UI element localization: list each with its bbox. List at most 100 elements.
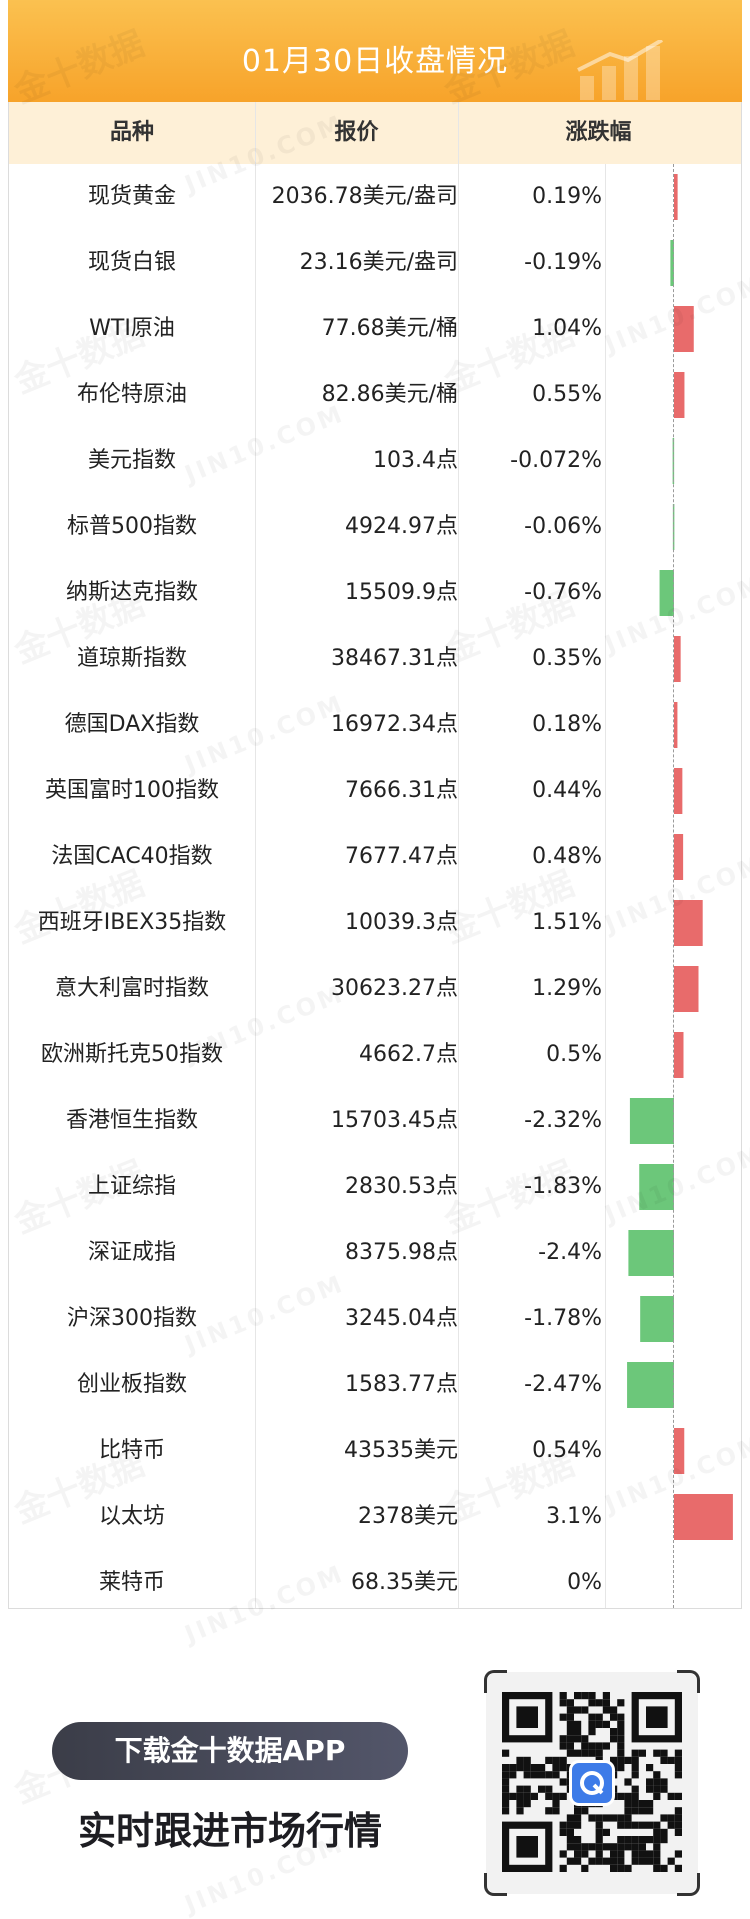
instrument-change: -2.4% [538,1240,602,1265]
instrument-name: 纳斯达克指数 [65,580,198,605]
instrument-price: 3245.04点 [345,1306,458,1331]
instrument-change: -1.83% [524,1174,602,1199]
change-bar [670,240,674,286]
instrument-price: 23.16美元/盎司 [299,250,458,275]
instrument-price: 2378美元 [358,1504,458,1529]
table-row: 欧洲斯托克50指数 4662.7点 0.5% [9,1022,741,1088]
instrument-name: 创业板指数 [76,1372,187,1397]
instrument-change: 0.5% [546,1042,602,1067]
instrument-price: 38467.31点 [331,646,458,671]
column-divider [605,164,606,1608]
instrument-price: 10039.3点 [345,910,458,935]
table-row: 标普500指数 4924.97点 -0.06% [9,494,741,560]
instrument-name: 欧洲斯托克50指数 [41,1042,223,1067]
table-row: 沪深300指数 3245.04点 -1.78% [9,1286,741,1352]
download-app-badge[interactable]: 下载金十数据APP [52,1722,408,1780]
instrument-name: 香港恒生指数 [65,1108,198,1133]
instrument-price: 82.86美元/桶 [321,382,458,407]
instrument-name: 上证综指 [87,1174,176,1199]
instrument-change: 0.19% [532,184,602,209]
instrument-change: 1.04% [532,316,602,341]
instrument-name: 现货黄金 [87,184,176,209]
instrument-change: -2.32% [524,1108,602,1133]
app-logo-icon [569,1760,615,1806]
instrument-change: 1.51% [532,910,602,935]
instrument-name: 美元指数 [87,448,176,473]
change-bar [640,1296,674,1342]
instrument-change: -2.47% [524,1372,602,1397]
instrument-name: 比特币 [98,1438,165,1463]
table-row: 德国DAX指数 16972.34点 0.18% [9,692,741,758]
change-bar [674,966,699,1012]
instrument-price: 8375.98点 [345,1240,458,1265]
instrument-price: 15703.45点 [331,1108,458,1133]
growth-chart-icon [577,40,664,100]
table-row: 以太坊 2378美元 3.1% [9,1484,741,1550]
instrument-change: 0% [567,1570,602,1595]
instrument-price: 2830.53点 [345,1174,458,1199]
instrument-change: -0.19% [524,250,602,275]
instrument-change: 1.29% [532,976,602,1001]
instrument-price: 15509.9点 [345,580,458,605]
table-row: 上证综指 2830.53点 -1.83% [9,1154,741,1220]
instrument-change: 0.18% [532,712,602,737]
instrument-change: 0.44% [532,778,602,803]
table-row: 纳斯达克指数 15509.9点 -0.76% [9,560,741,626]
instrument-price: 7677.47点 [345,844,458,869]
table-row: 道琼斯指数 38467.31点 0.35% [9,626,741,692]
instrument-name: WTI原油 [89,316,175,341]
table-row: 香港恒生指数 15703.45点 -2.32% [9,1088,741,1154]
change-bar [627,1362,674,1408]
instrument-change: 0.54% [532,1438,602,1463]
instrument-change: 0.48% [532,844,602,869]
instrument-name: 沪深300指数 [67,1306,197,1331]
change-bar [674,834,684,880]
header-banner: 01月30日收盘情况 [8,0,742,102]
instrument-price: 16972.34点 [331,712,458,737]
qr-frame-corner [484,1670,507,1693]
instrument-change: 3.1% [546,1504,602,1529]
change-bar [674,702,678,748]
change-bar [674,900,703,946]
change-bar [674,174,678,220]
change-bar [659,570,674,616]
table-header: 品种 报价 涨跌幅 [9,102,741,164]
table-row: 现货黄金 2036.78美元/盎司 0.19% [9,164,741,230]
table-row: 美元指数 103.4点 -0.072% [9,428,741,494]
change-bar [674,1032,684,1078]
change-bar [628,1230,674,1276]
instrument-name: 以太坊 [98,1504,165,1529]
change-bar [674,372,685,418]
change-bar [639,1164,674,1210]
column-divider [255,102,256,1608]
qr-frame-corner [677,1873,700,1896]
qr-code[interactable] [484,1670,700,1896]
instrument-name: 法国CAC40指数 [51,844,213,869]
zero-axis-line [673,164,674,1608]
instrument-name: 道琼斯指数 [76,646,187,671]
column-divider [458,102,459,1608]
quote-table: 品种 报价 涨跌幅 现货黄金 2036.78美元/盎司 0.19% 现货白银 23.16… [8,102,742,1609]
change-bar [674,636,681,682]
instrument-price: 7666.31点 [345,778,458,803]
table-row: 法国CAC40指数 7677.47点 0.48% [9,824,741,890]
instrument-name: 布伦特原油 [76,382,187,407]
page-title: 01月30日收盘情况 [241,44,509,79]
table-row: 创业板指数 1583.77点 -2.47% [9,1352,741,1418]
instrument-change: -0.06% [524,514,602,539]
table-row: 布伦特原油 82.86美元/桶 0.55% [9,362,741,428]
qr-frame-corner [677,1670,700,1693]
change-bar [629,1098,674,1144]
instrument-change: 0.55% [532,382,602,407]
instrument-price: 30623.27点 [331,976,458,1001]
instrument-name: 莱特币 [98,1570,165,1595]
instrument-name: 意大利富时指数 [54,976,209,1001]
qr-code-pattern [502,1692,682,1872]
table-row: 比特币 43535美元 0.54% [9,1418,741,1484]
column-header-price: 报价 [334,120,379,145]
instrument-change: -0.76% [524,580,602,605]
instrument-price: 2036.78美元/盎司 [271,184,458,209]
table-row: 西班牙IBEX35指数 10039.3点 1.51% [9,890,741,956]
table-row: 英国富时100指数 7666.31点 0.44% [9,758,741,824]
instrument-name: 德国DAX指数 [64,712,200,737]
